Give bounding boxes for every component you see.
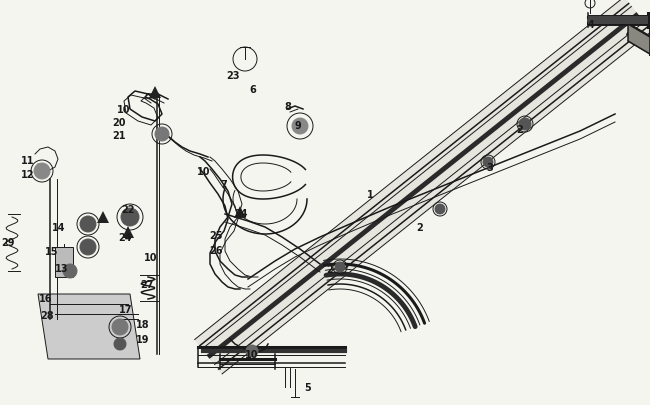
Text: 12: 12 [21,170,34,179]
Polygon shape [97,211,109,224]
Polygon shape [194,0,650,374]
Circle shape [292,119,308,135]
Text: 3: 3 [487,162,493,173]
Text: 29: 29 [1,237,15,247]
Circle shape [121,209,139,226]
Text: 22: 22 [122,205,135,215]
Text: 16: 16 [39,293,53,303]
Text: 1: 1 [367,190,373,200]
Text: 15: 15 [46,246,58,256]
Text: 4: 4 [588,20,594,30]
Circle shape [483,158,493,168]
Text: 18: 18 [136,319,150,329]
Bar [55,247,73,277]
Polygon shape [588,17,648,25]
Text: 13: 13 [55,263,69,273]
Text: 7: 7 [220,179,228,190]
Circle shape [112,319,128,335]
Text: 21: 21 [112,131,125,141]
Polygon shape [628,25,650,55]
Circle shape [34,164,50,179]
Text: 5: 5 [305,382,311,392]
Text: 24: 24 [234,209,248,218]
Circle shape [519,119,531,131]
Text: 8: 8 [285,102,291,112]
Text: 2: 2 [517,125,523,135]
Text: 6: 6 [250,85,256,95]
Polygon shape [38,294,140,359]
Text: 17: 17 [119,304,133,314]
Circle shape [155,128,169,142]
Text: 10: 10 [117,105,131,115]
Text: 2: 2 [417,222,423,232]
Text: 2: 2 [326,264,333,274]
Circle shape [63,264,77,278]
Text: 24: 24 [118,232,132,243]
Text: 10: 10 [197,166,211,177]
Text: 27: 27 [140,279,154,289]
Circle shape [246,345,258,357]
Circle shape [80,216,96,232]
Text: 20: 20 [112,118,125,128]
Polygon shape [122,226,134,239]
Text: 25: 25 [209,230,223,241]
Text: 26: 26 [209,245,223,256]
Text: 23: 23 [226,71,240,81]
Circle shape [335,262,345,272]
Circle shape [114,338,126,350]
Circle shape [80,239,96,256]
Polygon shape [149,87,161,99]
Text: 10: 10 [245,349,259,359]
Text: 28: 28 [40,310,54,320]
Polygon shape [234,207,246,218]
Circle shape [435,205,445,215]
Text: 10: 10 [144,252,158,262]
Text: 19: 19 [136,334,150,344]
Text: 14: 14 [52,222,66,232]
Text: 9: 9 [294,121,302,131]
Text: 11: 11 [21,156,34,166]
